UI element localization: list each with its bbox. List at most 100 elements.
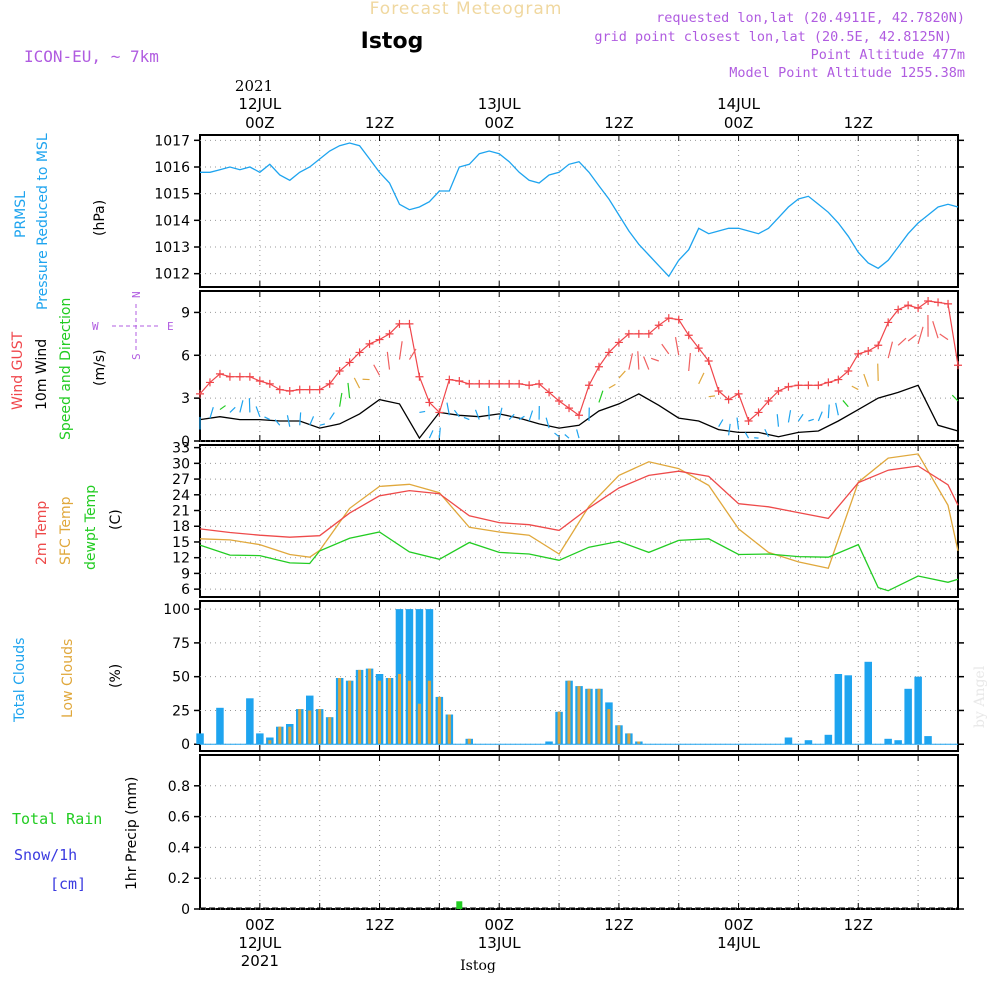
bottom-time-label: 00Z [245,916,274,934]
wind-gust-point [924,297,933,305]
low-cloud-bar [607,709,611,745]
wind-direction-arrow [618,370,626,379]
low-cloud-bar [467,738,471,745]
wind-direction-arrow [951,394,959,402]
total-cloud-bar [884,738,892,745]
low-cloud-bar [398,674,401,745]
wind-direction-arrow [787,410,792,423]
wind-direction-arrow [428,430,434,439]
wind-direction-arrow [776,414,780,427]
wind-gust-point [604,348,613,357]
wind-y-tick-label: 6 [181,348,190,364]
top-time-label: 00Z [724,114,753,132]
low-cloud-bar [338,678,342,745]
wind-gust-point [614,338,623,347]
bottom-time-label: 12Z [365,916,394,934]
wind-direction-arrow [744,432,750,439]
wind-gust-point [435,408,444,417]
pressure-y-tick-label: 1013 [154,240,190,256]
wind-direction-arrow [386,351,391,370]
wind-gust-point [555,397,564,405]
clouds-y-tick-label: 25 [172,703,190,719]
low-cloud-bar [417,703,421,745]
low-cloud-bar [278,726,282,745]
clouds-y-tick-label: 50 [172,670,190,686]
wind-gust-point [834,375,843,384]
temp-y-tick-label: 30 [172,456,190,472]
temp-y-tick-label: 15 [172,535,190,551]
pressure-panel: PRMSL Pressure Reduced to MSL (hPa) [13,133,108,310]
wind-direction-arrow [508,413,515,420]
temp-2m-series-line [199,465,959,538]
wind-gust-point [914,304,923,313]
wind-gust-point [814,381,823,390]
temp-sfc-label: SFC Temp [58,496,74,565]
temp-sfc-series-line [199,453,959,569]
wind-direction-arrow [817,411,823,422]
wind-direction-arrow [598,390,604,403]
wind-gust-point [355,348,364,357]
wind-gust-point [774,387,783,395]
wind-direction-arrow [219,405,226,411]
wind-gust-point [864,347,873,355]
bottom-time-label: 12Z [604,916,633,934]
total-cloud-bar [864,661,872,745]
wind-direction-arrow [939,333,949,341]
wind-gust-point [395,319,404,328]
wind-direction-arrow [446,402,450,416]
wind-gust-point [694,344,703,353]
wind-direction-arrow [835,402,839,416]
total-cloud-bar [405,609,414,745]
model-altitude: Model Point Altitude 1255.38m [729,65,965,81]
temp-y-tick-label: 33 [172,441,190,457]
wind-direction-arrow [698,372,705,385]
wind-direction-arrow [264,416,271,421]
wind-direction-arrow [797,413,804,422]
wind-direction-arrow [932,320,939,339]
wind-direction-arrow [897,337,907,346]
wind-unit: (m/s) [92,349,108,386]
wind-gust-point [325,379,334,388]
credit-watermark: by Angel [972,665,988,728]
pressure-y-tick-label: 1014 [154,213,190,229]
wind-gust-point [754,408,763,417]
wind-direction-arrow [764,428,770,437]
wind-direction-arrow [209,406,214,419]
wind-direction-arrow [299,412,302,426]
low-cloud-bar [298,709,302,745]
wind-direction-arrow [545,417,550,429]
wind-gust-point [375,335,384,344]
wind-gust-point [734,389,743,398]
wind-gust-point [415,372,424,381]
low-cloud-bar [637,741,641,745]
wind-direction-arrow [339,392,343,407]
precip-unit: 1hr Precip (mm) [124,777,140,890]
wind-direction-arrow [736,417,740,430]
wind-direction-arrow [286,415,291,427]
wind-direction-arrow [498,407,503,420]
wind-gust-point [255,377,264,385]
clouds-panel: Total Clouds Low Clouds (%) [12,638,124,723]
wind-direction-arrow [255,406,261,417]
low-cloud-bar [597,688,601,745]
low-cloud-bar [318,709,322,745]
compass-east: E [167,320,174,333]
top-date-label: 14JUL [717,95,760,113]
wind-direction-arrow [554,432,560,438]
wind-gust-point [455,377,464,385]
wind-direction-arrow [650,357,659,362]
wind-gust-point [425,398,434,407]
low-cloud-bar [617,725,621,745]
precip-y-tick-label: 0.6 [168,810,190,826]
footer-location: Istog [460,958,496,974]
temp-y-tick-label: 24 [172,488,190,504]
wind-gust-point [674,315,683,324]
precip-axes: 0 0.2 0.4 0.6 0.8 [168,754,964,918]
top-date-label: 12JUL [238,95,281,113]
wind-direction-arrow [518,415,525,421]
wind-y-tick-label: 0 [181,434,190,450]
wind-direction-arrow [353,377,361,389]
total-cloud-bar [924,736,932,745]
wind-direction-arrow [688,353,691,372]
total-cloud-bar [894,740,902,745]
